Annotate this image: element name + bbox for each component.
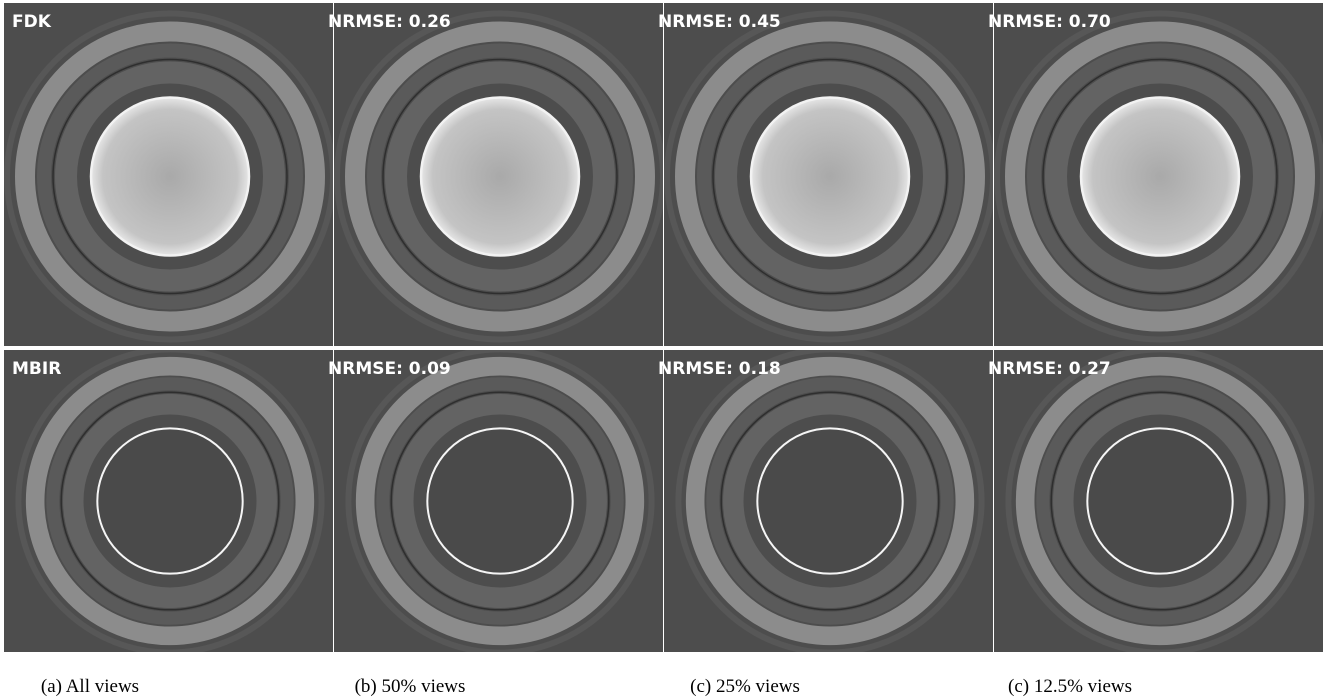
- ct-panel: [664, 349, 993, 652]
- nrmse-label: NRMSE: 0.18: [658, 359, 781, 379]
- inner-disk: [1087, 428, 1232, 573]
- nrmse-label: NRMSE: 0.09: [328, 359, 451, 379]
- nrmse-label: NRMSE: 0.45: [658, 12, 781, 32]
- nrmse-label: NRMSE: 0.27: [988, 359, 1111, 379]
- inner-disk: [97, 428, 242, 573]
- page: FDK NRMSE: 0.26 NRMSE: 0.45 NRMSE: 0.70 MBIR…: [0, 0, 1326, 698]
- ct-panel: [4, 3, 333, 346]
- caption: (c) 12.5% views: [1008, 676, 1132, 697]
- inner-disk: [91, 98, 249, 256]
- inner-disk: [1081, 98, 1239, 256]
- ct-panel: [994, 349, 1323, 652]
- inner-disk: [751, 98, 909, 256]
- caption: (c) 25% views: [690, 676, 800, 697]
- figure: FDK NRMSE: 0.26 NRMSE: 0.45 NRMSE: 0.70 MBIR…: [0, 0, 1326, 698]
- method-label: MBIR: [12, 359, 61, 379]
- method-label: FDK: [12, 12, 52, 32]
- ct-panel: [664, 3, 993, 346]
- caption: (a) All views: [41, 676, 139, 697]
- ct-panel: [334, 3, 663, 346]
- inner-disk: [421, 98, 579, 256]
- ct-panel: [334, 349, 663, 652]
- inner-disk: [427, 428, 572, 573]
- ct-panel: [994, 3, 1323, 346]
- nrmse-label: NRMSE: 0.70: [988, 12, 1111, 32]
- ct-panel: [4, 349, 333, 652]
- nrmse-label: NRMSE: 0.26: [328, 12, 451, 32]
- caption: (b) 50% views: [355, 676, 466, 697]
- inner-disk: [757, 428, 902, 573]
